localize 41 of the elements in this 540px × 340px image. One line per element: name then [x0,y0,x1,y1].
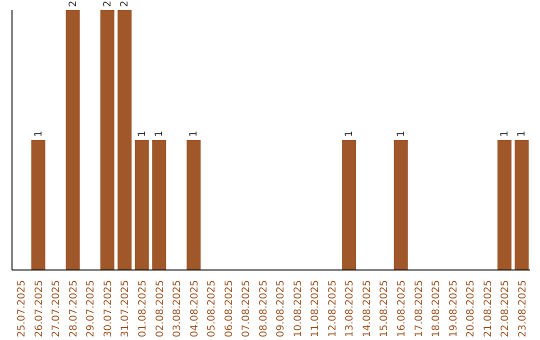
x-tick-label: 16.08.2025 [396,280,408,338]
data-label: 1 [499,130,510,137]
x-tick-label: 12.08.2025 [327,280,338,338]
x-tick-label: 26.07.2025 [34,280,45,338]
x-tick-label: 19.08.2025 [448,280,460,338]
x-tick-label: 04.08.2025 [189,280,200,338]
x-tick-label: 23.08.2025 [517,280,528,338]
x-tick-label: 27.07.2025 [51,280,62,338]
x-tick-label: 06.08.2025 [224,280,235,338]
data-label: 1 [396,130,407,137]
data-label: 1 [344,130,356,137]
x-tick-label: 20.08.2025 [466,280,477,338]
data-label: 2 [120,0,131,7]
x-tick-label: 10.08.2025 [292,280,304,338]
x-tick-label: 18.08.2025 [431,280,442,338]
x-tick-label: 08.08.2025 [258,280,270,338]
x-tick-label: 21.08.2025 [482,280,494,338]
x-tick-label: 29.07.2025 [86,280,97,338]
x-tick-label: 30.07.2025 [102,280,114,338]
x-tick-label: 05.08.2025 [206,280,218,338]
x-tick-label: 02.08.2025 [154,280,166,338]
x-tick-label: 22.08.2025 [500,280,512,338]
x-tick-label: 07.08.2025 [241,280,252,338]
data-label: 1 [136,130,148,137]
x-tick-label: 25.07.2025 [16,280,28,338]
x-tick-label: 03.08.2025 [172,280,184,338]
data-label: 2 [102,0,114,7]
x-tick-label: 17.08.2025 [414,280,425,338]
x-tick-label: 14.08.2025 [362,280,373,338]
data-label: 1 [154,130,166,137]
x-tick-label: 31.07.2025 [120,280,132,338]
x-tick-label: 01.08.2025 [138,280,148,338]
data-label: 1 [516,130,528,137]
x-tick-label: 13.08.2025 [344,280,356,338]
x-tick-label: 15.08.2025 [379,280,390,338]
x-tick-label: 28.07.2025 [68,280,80,338]
data-label: 2 [68,0,79,7]
data-label: 1 [188,130,200,137]
data-label: 1 [33,130,44,137]
x-tick-label: 09.08.2025 [276,280,287,338]
x-tick-label: 11.08.2025 [310,280,322,338]
